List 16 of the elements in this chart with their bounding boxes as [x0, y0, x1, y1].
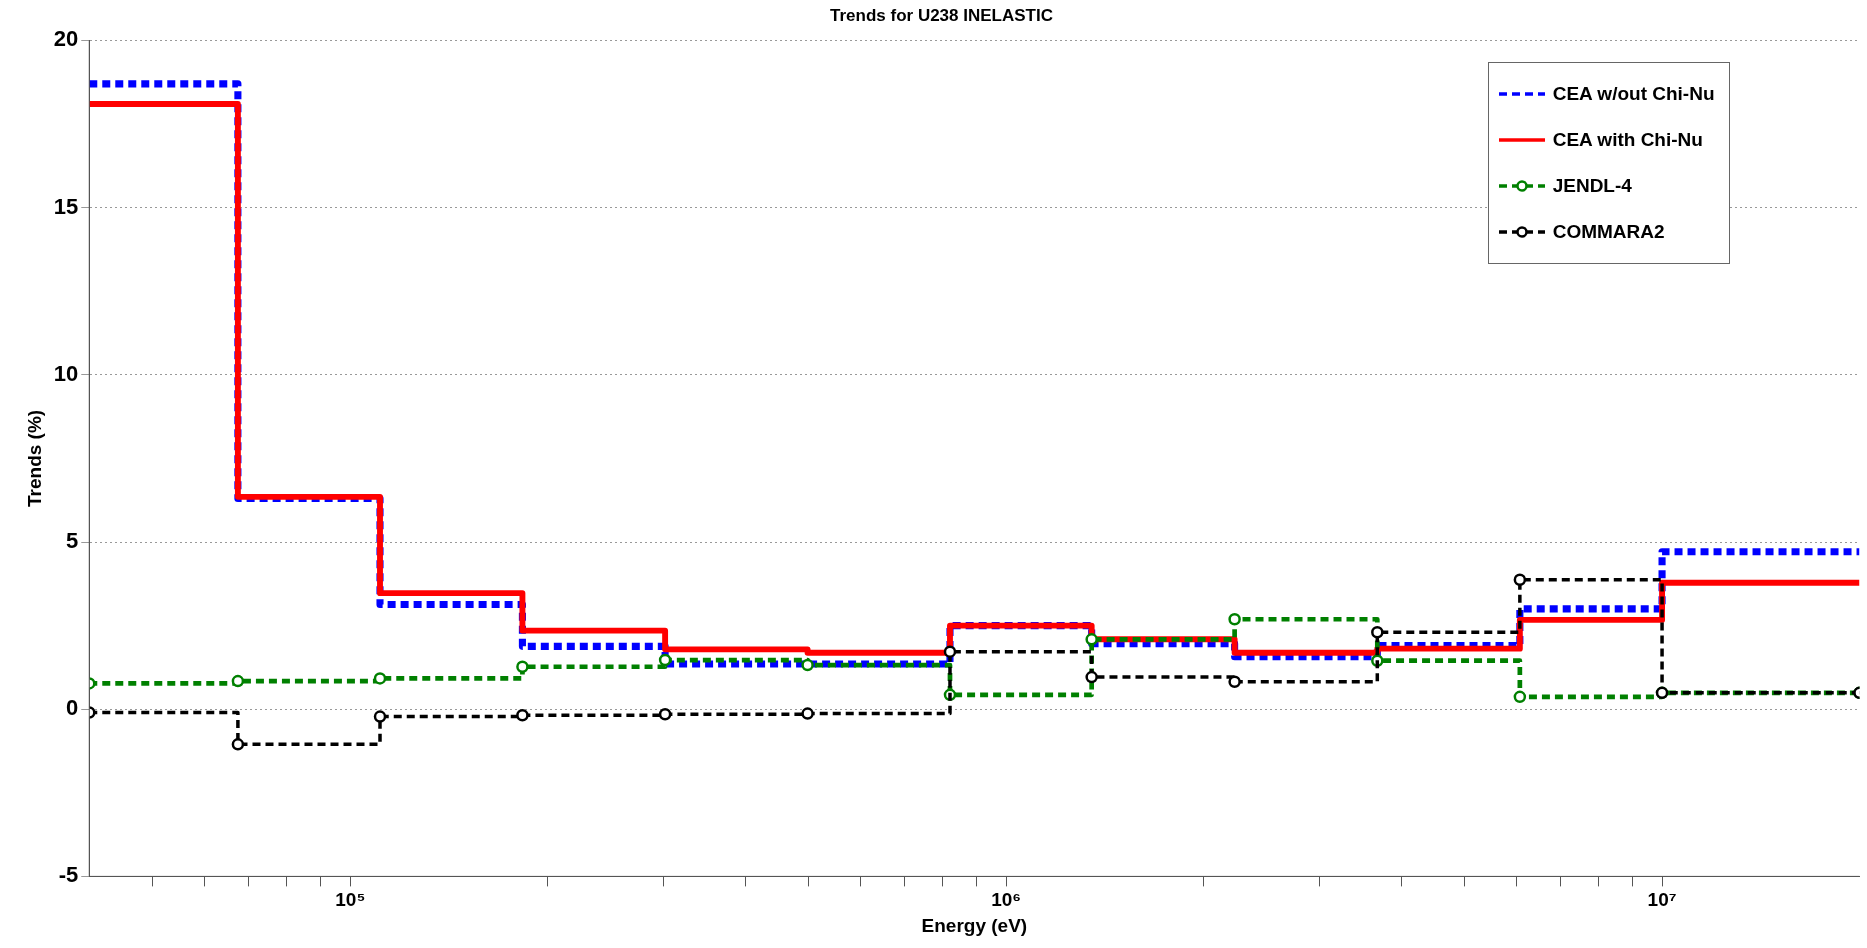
y-tick-label: 5: [66, 528, 79, 554]
y-tick-label: 10: [53, 360, 79, 386]
chart-title: Trends for U238 INELASTIC: [830, 5, 1053, 25]
legend-label: CEA with Chi-Nu: [1552, 129, 1703, 152]
legend-label: JENDL-4: [1552, 175, 1632, 198]
x-tick-label: 10⁵: [335, 889, 366, 911]
y-axis-title: Trends (%): [23, 409, 45, 507]
legend-label: CEA w/out Chi-Nu: [1552, 83, 1715, 106]
y-tick-label: -5: [58, 862, 79, 888]
y-tick-label: 15: [53, 193, 79, 219]
x-tick-label: 10⁶: [991, 889, 1022, 911]
x-axis-title: Energy (eV): [921, 914, 1028, 936]
x-tick-label: 10⁷: [1647, 889, 1677, 911]
y-tick-label: 20: [53, 26, 79, 52]
y-tick-label: 0: [66, 695, 79, 721]
legend-label: COMMARA2: [1552, 221, 1665, 244]
